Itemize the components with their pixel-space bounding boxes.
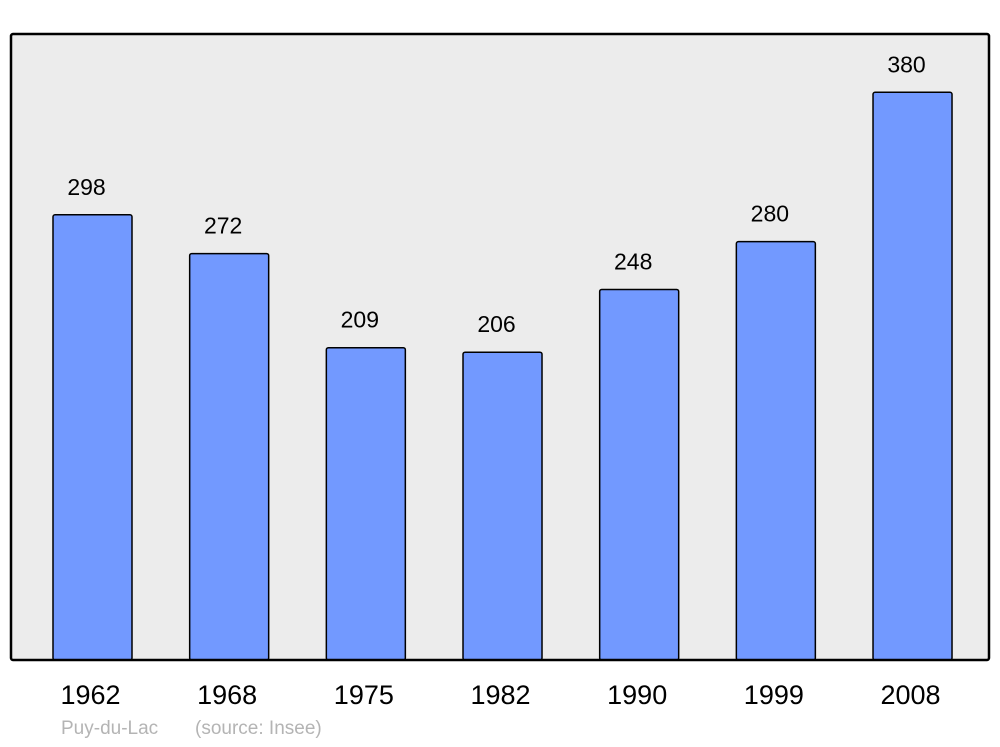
bar-1999 <box>735 240 817 661</box>
data-label-1990: 248 <box>614 248 652 274</box>
bar-1962 <box>52 214 133 661</box>
data-label-2008: 380 <box>887 51 925 77</box>
data-label-1975: 209 <box>341 307 379 333</box>
data-label-1962: 298 <box>67 174 105 200</box>
x-tick-label-1968: 1968 <box>197 680 257 710</box>
plot-border <box>9 32 991 662</box>
x-tick-label-1962: 1962 <box>60 680 120 710</box>
footer-place: Puy-du-Lac <box>61 718 159 739</box>
bar-1975 <box>325 346 407 661</box>
data-label-1999: 280 <box>751 201 789 227</box>
x-tick-label-1990: 1990 <box>607 680 667 710</box>
bar-2008 <box>872 91 953 661</box>
data-label-1968: 272 <box>204 213 242 239</box>
x-tick-label-1999: 1999 <box>744 680 804 710</box>
footer-source: (source: Insee) <box>195 718 322 739</box>
x-tick-label-1975: 1975 <box>334 680 394 710</box>
bar-1982 <box>462 351 543 661</box>
x-tick-label-2008: 2008 <box>880 680 940 710</box>
data-label-1982: 206 <box>477 311 515 337</box>
bar-1990 <box>598 288 680 661</box>
x-tick-label-1982: 1982 <box>470 680 530 710</box>
bar-1968 <box>188 252 270 661</box>
